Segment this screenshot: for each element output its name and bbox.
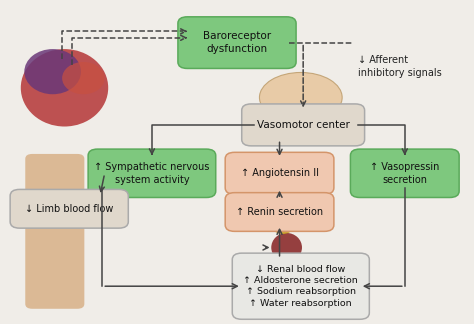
- FancyBboxPatch shape: [10, 190, 128, 228]
- Ellipse shape: [21, 49, 108, 126]
- FancyBboxPatch shape: [350, 149, 459, 198]
- Text: Baroreceptor
dysfunction: Baroreceptor dysfunction: [203, 31, 271, 54]
- FancyBboxPatch shape: [25, 154, 84, 309]
- FancyBboxPatch shape: [178, 17, 296, 68]
- Text: ↑ Vasopressin
secretion: ↑ Vasopressin secretion: [370, 162, 439, 185]
- FancyBboxPatch shape: [232, 253, 369, 319]
- Ellipse shape: [259, 73, 342, 122]
- Text: ↓ Afferent
inhibitory signals: ↓ Afferent inhibitory signals: [357, 55, 441, 78]
- Ellipse shape: [271, 233, 302, 262]
- Text: ↑ Renin secretion: ↑ Renin secretion: [236, 207, 323, 217]
- FancyBboxPatch shape: [242, 104, 365, 146]
- Ellipse shape: [24, 49, 81, 94]
- Text: ↑ Angiotensin II: ↑ Angiotensin II: [240, 168, 319, 178]
- FancyBboxPatch shape: [88, 149, 216, 198]
- Text: ↓ Limb blood flow: ↓ Limb blood flow: [25, 204, 113, 214]
- Ellipse shape: [294, 115, 318, 134]
- Ellipse shape: [62, 62, 105, 94]
- FancyBboxPatch shape: [225, 193, 334, 231]
- Text: ↓ Renal blood flow
↑ Aldosterone secretion
↑ Sodium reabsorption
↑ Water reabsor: ↓ Renal blood flow ↑ Aldosterone secreti…: [244, 264, 358, 308]
- Ellipse shape: [273, 224, 292, 234]
- Text: Vasomotor center: Vasomotor center: [257, 120, 350, 130]
- Text: ↑ Sympathetic nervous
system activity: ↑ Sympathetic nervous system activity: [94, 162, 210, 185]
- FancyBboxPatch shape: [225, 152, 334, 194]
